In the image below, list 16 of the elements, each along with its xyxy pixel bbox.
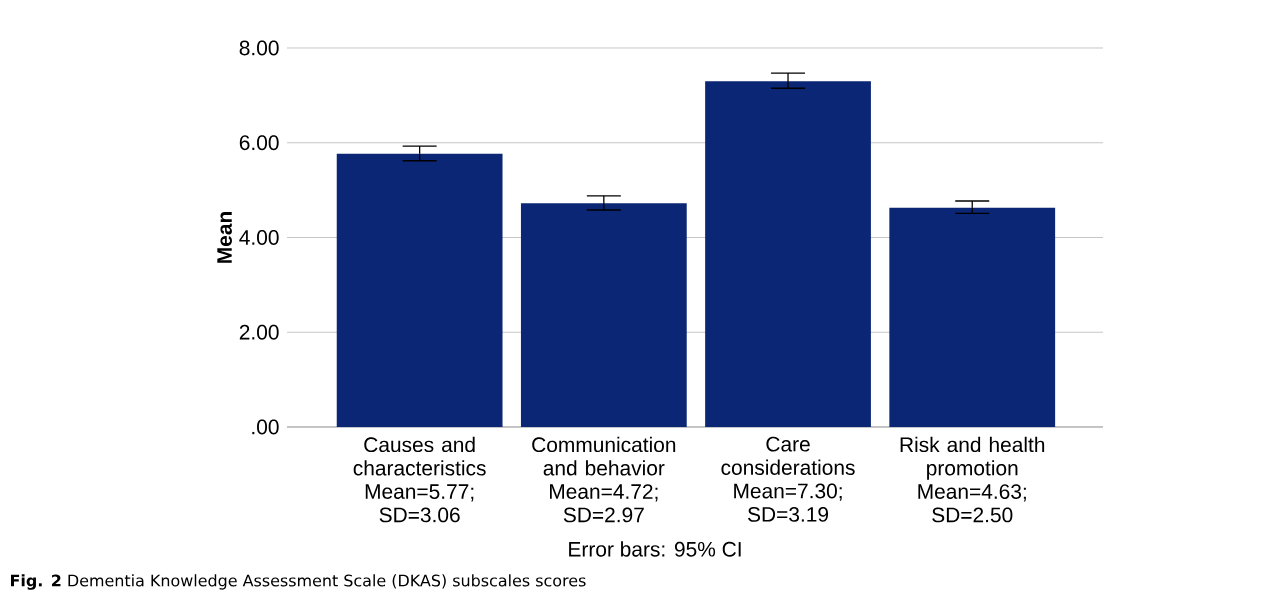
y-tick-label: 6.00	[239, 135, 279, 151]
y-tick-label: .00	[252, 419, 279, 435]
y-tick-label: 2.00	[239, 324, 279, 340]
bar	[705, 81, 871, 427]
x-tick-label: Causes and characteristics Mean=5.77; SD=3.06	[353, 436, 486, 523]
y-tick-label: 4.00	[239, 230, 279, 245]
bar	[336, 153, 503, 427]
x-tick-label: Risk and health promotion Mean=4.63; SD=2.50	[900, 436, 1045, 523]
bar	[520, 203, 687, 427]
y-axis-title: Mean	[217, 212, 232, 263]
x-tick-label: Care considerations Mean=7.30; SD=3.19	[721, 436, 855, 522]
text: Fig. 2 Dementia Knowledge Assessment Scale (DKAS) subscales scores	[11, 574, 586, 590]
y-tick-label: 8.00	[239, 40, 279, 56]
x-tick-label: Communication and behavior Mean=4.72; SD=2.97	[532, 436, 676, 523]
bar	[889, 207, 1056, 427]
text: Error bars: 95% CI	[569, 541, 741, 557]
